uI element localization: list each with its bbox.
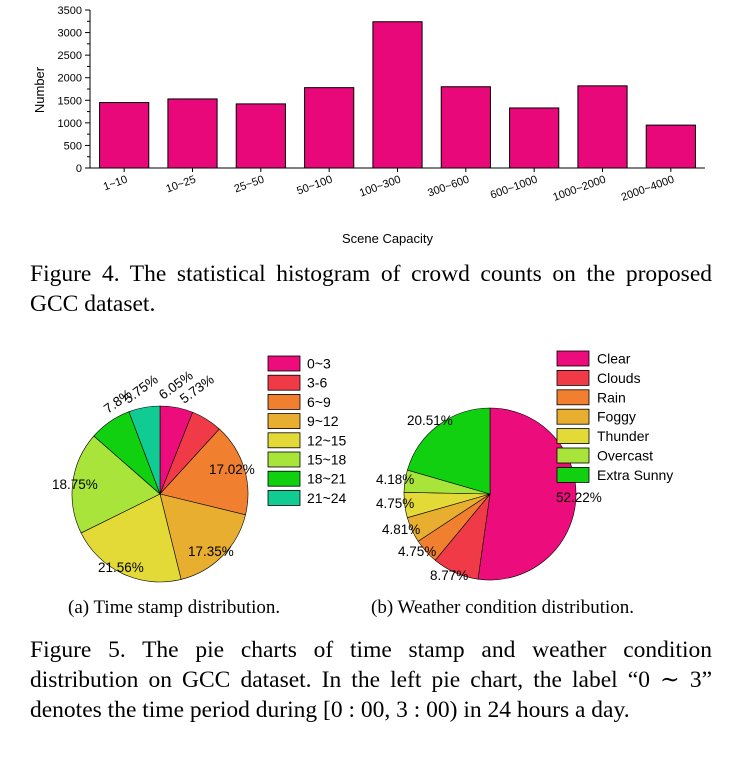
x-tick-label: 600~1000 <box>489 174 539 202</box>
x-tick-label: 1000~2000 <box>551 174 607 204</box>
bar <box>440 86 491 169</box>
legend-swatch <box>267 470 301 487</box>
subcaption-b: (b) Weather condition distribution. <box>371 597 635 618</box>
pie-chart-time: 6.05%5.73%17.02%17.35%21.56%18.75%7.8%5.… <box>52 368 255 583</box>
legend-time: 0~3 3-6 6~9 9~12 12~15 15~18 18~21 21~24 <box>267 355 347 506</box>
pie-slice <box>477 407 577 581</box>
legend-label: 6~9 <box>307 394 331 410</box>
bar <box>235 103 286 169</box>
legend-swatch <box>267 413 301 430</box>
x-tick-label: 25~50 <box>233 174 266 196</box>
legend-swatch <box>267 355 301 372</box>
slice-label: 17.02% <box>209 462 255 477</box>
slice-label: 4.18% <box>376 472 414 487</box>
slice-label: 17.35% <box>188 544 234 559</box>
subcaption-a: (a) Time stamp distribution. <box>68 597 281 618</box>
bar <box>509 107 560 169</box>
figure-5-caption: Figure 5. The pie charts of time stamp a… <box>30 637 712 723</box>
legend-label: Clear <box>597 351 631 367</box>
pie-slice <box>71 435 161 534</box>
y-tick-label: 0 <box>76 163 82 175</box>
legend-label: Thunder <box>597 428 649 444</box>
legend-weather: Clear Clouds Rain Foggy Thunder Overcast Extra… <box>556 350 673 483</box>
y-tick-label: 500 <box>64 140 82 152</box>
bar-chart: 0 500 1000 1500 2000 2500 3000 3500 1~10 10~25 25~… <box>32 5 705 246</box>
legend-swatch <box>267 432 301 449</box>
legend-label: 12~15 <box>307 432 347 448</box>
y-tick-label: 3000 <box>58 28 82 40</box>
pie-slice <box>407 407 491 495</box>
slice-label: 4.75% <box>398 544 436 559</box>
legend-label: 18~21 <box>307 471 347 487</box>
legend-label: 0~3 <box>307 356 331 372</box>
y-tick-label: 1500 <box>58 95 82 107</box>
x-axis-label: Scene Capacity <box>342 231 434 246</box>
slice-label: 8.77% <box>430 568 468 583</box>
slice-label: 5.75% <box>121 372 161 407</box>
pie-slice <box>159 493 246 580</box>
legend-label: Rain <box>597 389 626 405</box>
slice-label: 52.22% <box>556 490 602 505</box>
bar <box>167 98 218 169</box>
legend-swatch <box>556 350 590 367</box>
legend-label: 15~18 <box>307 452 347 468</box>
bar <box>577 85 628 169</box>
legend-swatch <box>267 393 301 410</box>
pie-slice <box>159 428 249 516</box>
legend-swatch <box>267 451 301 468</box>
legend-label: 21~24 <box>307 490 347 506</box>
legend-swatch <box>556 447 590 464</box>
legend-label: 3-6 <box>307 375 327 391</box>
x-tick-label: 300~600 <box>426 174 471 200</box>
x-tick-label: 1~10 <box>102 174 129 194</box>
bar <box>304 87 355 169</box>
pie-chart-weather: 52.22% 8.77% 4.75% 4.81% 4.75% 4.18% 20.51% <box>376 407 602 583</box>
legend-swatch <box>556 408 590 425</box>
figure-4-caption: Figure 4. The statistical histogram of c… <box>30 261 712 317</box>
x-tick-label: 10~25 <box>164 174 197 196</box>
legend-swatch <box>556 389 590 406</box>
legend-label: Clouds <box>597 370 641 386</box>
slice-label: 20.51% <box>407 413 453 428</box>
y-tick-label: 3500 <box>58 5 82 17</box>
y-axis-label: Number <box>32 66 47 113</box>
y-tick-label: 2000 <box>58 73 82 85</box>
slice-label: 4.81% <box>382 522 420 537</box>
legend-label: Foggy <box>597 409 636 425</box>
slice-label: 18.75% <box>52 477 98 492</box>
legend-swatch <box>556 369 590 386</box>
slice-label: 4.75% <box>376 496 414 511</box>
x-tick-label: 100~300 <box>358 174 403 200</box>
x-tick-label: 50~100 <box>295 174 334 198</box>
legend-label: 9~12 <box>307 413 339 429</box>
pie-slice <box>80 493 182 583</box>
legend-swatch <box>556 466 590 483</box>
bar <box>99 102 150 169</box>
bar <box>372 21 423 169</box>
y-tick-label: 1000 <box>58 118 82 130</box>
legend-swatch <box>267 374 301 391</box>
legend-label: Extra Sunny <box>597 467 673 483</box>
legend-swatch <box>556 428 590 445</box>
legend-label: Overcast <box>597 448 653 464</box>
slice-label: 21.56% <box>98 560 144 575</box>
pie-slice <box>128 405 161 495</box>
x-tick-label: 2000~4000 <box>620 174 676 204</box>
y-tick-label: 2500 <box>58 50 82 62</box>
bar <box>645 124 696 169</box>
legend-swatch <box>267 489 301 506</box>
